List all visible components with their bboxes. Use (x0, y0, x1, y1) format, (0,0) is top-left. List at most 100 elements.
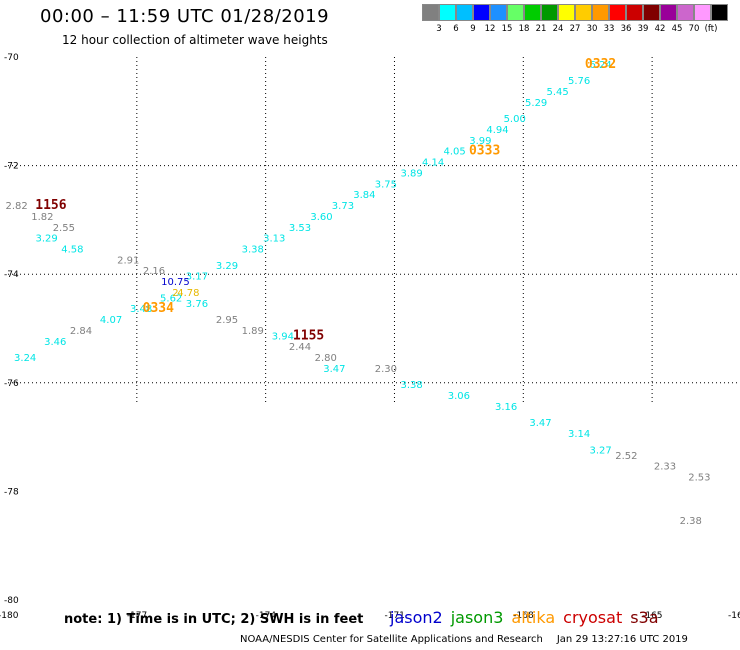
y-tick-label: -76 (4, 379, 19, 389)
wave-height-label: 2.33 (654, 462, 676, 473)
color-swatch (507, 4, 524, 21)
wave-height-label: 3.24 (14, 353, 36, 364)
color-tick-label: 42 (654, 24, 666, 34)
pass-time-label: 0333 (469, 144, 500, 159)
y-tick-label: -74 (4, 270, 19, 280)
x-tick-label: -16 (728, 611, 740, 621)
pass-time-label: 1155 (293, 328, 324, 343)
wave-height-label: 2.91 (117, 255, 139, 266)
wave-height-label: 3.47 (529, 418, 551, 429)
wave-height-label: 4.94 (486, 125, 508, 136)
wave-height-label: 3.17 (186, 272, 208, 283)
wave-height-label: 2.16 (143, 266, 165, 277)
x-tick-label: -174 (256, 611, 277, 621)
chart-subtitle: 12 hour collection of altimeter wave hei… (62, 33, 328, 47)
wave-height-label: 2.82 (5, 201, 27, 212)
color-tick-label: 36 (620, 24, 632, 34)
wave-height-label: 6.24 (589, 60, 611, 71)
wave-height-label: 2.30 (375, 364, 397, 375)
credit-text: NOAA/NESDIS Center for Satellite Applica… (240, 634, 543, 645)
color-tick-label: 70 (688, 24, 700, 34)
footnote: note: 1) Time is in UTC; 2) SWH is in fe… (64, 612, 364, 627)
wave-height-label: 3.13 (263, 234, 285, 245)
pass-time-label: 0332 (585, 57, 616, 72)
wave-height-label: 2 (172, 288, 178, 299)
wave-height-label: 3.14 (568, 429, 590, 440)
wave-height-label: 2.52 (615, 451, 637, 462)
wave-height-label: 3.76 (186, 299, 208, 310)
color-tick-label: 45 (671, 24, 683, 34)
wave-height-label: 5.29 (525, 98, 547, 109)
wave-height-label: 4.05 (443, 147, 465, 158)
wave-height-label: 5.76 (568, 76, 590, 87)
x-tick-label: -177 (127, 611, 147, 621)
wave-height-label: 3.29 (216, 261, 238, 272)
pass-time-label: 0334 (143, 301, 174, 316)
wave-height-label: 3.94 (272, 331, 294, 342)
x-tick-label: -180 (0, 611, 19, 621)
color-tick-label: 3 (436, 24, 442, 34)
wave-height-label: 5.62 (160, 293, 182, 304)
wave-height-label: 2.38 (680, 516, 702, 527)
color-swatch (575, 4, 592, 21)
color-swatch (439, 4, 456, 21)
wave-height-label: 4.58 (61, 244, 83, 255)
color-tick-label: 6 (453, 24, 459, 34)
color-tick-label: 24 (552, 24, 564, 34)
wave-height-label: 3.06 (448, 391, 470, 402)
wave-height-label: 3.29 (36, 234, 58, 245)
wave-height-label: 4.14 (422, 158, 444, 169)
color-swatch (422, 4, 439, 21)
legend-entry: altika (511, 608, 556, 627)
color-tick-label: 21 (535, 24, 547, 34)
color-swatch (609, 4, 626, 21)
wave-height-label: 3.53 (289, 223, 311, 234)
color-tick-label: 18 (518, 24, 530, 34)
x-tick-label: -165 (642, 611, 662, 621)
satellite-legend: jason2 jason3 altika cryosat s3a (390, 608, 667, 627)
color-swatch (473, 4, 490, 21)
wave-height-label: 1.89 (242, 326, 264, 337)
wave-height-label: 3.48 (130, 304, 152, 315)
wave-height-label: 1.82 (31, 212, 53, 223)
color-swatch (592, 4, 609, 21)
color-tick-label: 33 (603, 24, 615, 34)
wave-height-label: 3.73 (332, 201, 354, 212)
wave-height-label: 5.45 (547, 87, 569, 98)
y-tick-label: -78 (4, 487, 19, 497)
color-swatch (677, 4, 694, 21)
wave-height-label: 2.84 (70, 326, 92, 337)
color-swatch (524, 4, 541, 21)
wave-height-label: 2.80 (315, 353, 337, 364)
x-tick-label: -171 (384, 611, 404, 621)
legend-entry: cryosat (563, 608, 623, 627)
color-tick-label: 30 (586, 24, 598, 34)
color-tick-label: 27 (569, 24, 581, 34)
color-swatch (626, 4, 643, 21)
color-swatch (660, 4, 677, 21)
wave-height-label: 4.78 (177, 288, 199, 299)
wave-height-label: 2.53 (688, 473, 710, 484)
wave-height-label: 3.38 (242, 244, 264, 255)
y-tick-label: -72 (4, 162, 19, 172)
color-swatch (541, 4, 558, 21)
wave-height-label: 3.47 (323, 364, 345, 375)
color-swatch (490, 4, 507, 21)
chart-title: 00:00 – 11:59 UTC 01/28/2019 (40, 6, 330, 27)
color-tick-label: 9 (470, 24, 476, 34)
color-swatch (694, 4, 711, 21)
wave-height-label: 3.84 (353, 190, 375, 201)
color-tick-label: 12 (484, 24, 496, 34)
credit-line: NOAA/NESDIS Center for Satellite Applica… (240, 634, 688, 645)
wave-height-label: 2.95 (216, 315, 238, 326)
color-swatch (456, 4, 473, 21)
wave-height-label: 10.75 (161, 277, 190, 288)
pass-time-label: 1156 (35, 198, 66, 213)
timestamp: Jan 29 13:27:16 UTC 2019 (556, 634, 688, 645)
wave-height-label: 3.27 (589, 445, 611, 456)
wave-height-label: 3.60 (310, 212, 332, 223)
wave-height-label: 3.75 (375, 179, 397, 190)
legend-entry: s3a (630, 608, 659, 627)
wave-height-label: 3.89 (401, 168, 423, 179)
